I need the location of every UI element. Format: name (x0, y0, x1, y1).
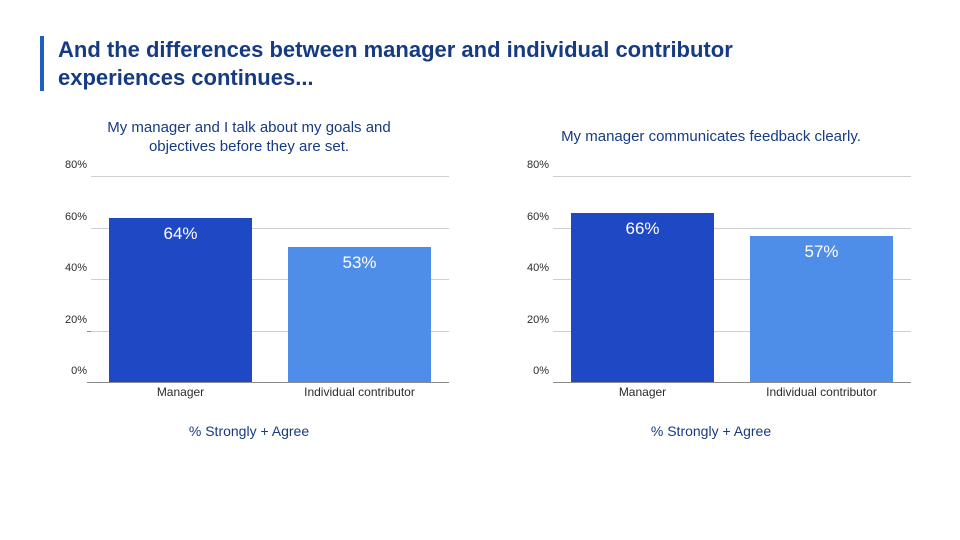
chart-panel-goals: My manager and I talk about my goals and… (40, 115, 458, 439)
x-axis-line (91, 382, 449, 383)
y-tick-label: 0% (71, 365, 87, 377)
bar-manager: 64% (109, 177, 252, 383)
x-label: Manager (109, 385, 252, 407)
y-tick-label: 40% (65, 262, 87, 274)
chart-subtitle: My manager and I talk about my goals and… (79, 115, 419, 159)
chart-plot-area: 0% 20% 40% 60% 80% 66% (511, 177, 911, 407)
bar-individual-contributor: 53% (288, 177, 431, 383)
bar-value-label: 64% (163, 224, 197, 244)
chart-footer-label: % Strongly + Agree (651, 423, 771, 439)
y-axis: 0% 20% 40% 60% 80% (49, 177, 91, 383)
title-accent-bar: And the differences between manager and … (40, 36, 800, 91)
y-tick-label: 20% (527, 314, 549, 326)
x-label: Individual contributor (750, 385, 893, 407)
x-axis-labels: Manager Individual contributor (553, 385, 911, 407)
bar-individual-contributor: 57% (750, 177, 893, 383)
bar-value-label: 66% (625, 219, 659, 239)
chart-plot-area: 0% 20% 40% 60% 80% 64% (49, 177, 449, 407)
chart-panel-feedback: My manager communicates feedback clearly… (502, 115, 920, 439)
bar-value-label: 53% (342, 253, 376, 273)
bars-container: 66% 57% (553, 177, 911, 383)
y-tick-label: 80% (65, 159, 87, 171)
x-axis-labels: Manager Individual contributor (91, 385, 449, 407)
bar-manager: 66% (571, 177, 714, 383)
y-tick-label: 20% (65, 314, 87, 326)
y-tick-label: 60% (65, 211, 87, 223)
slide-title: And the differences between manager and … (58, 36, 800, 91)
x-label: Individual contributor (288, 385, 431, 407)
bar-value-label: 57% (804, 242, 838, 262)
bar-rect: 66% (571, 213, 714, 383)
y-tick-label: 60% (527, 211, 549, 223)
x-label: Manager (571, 385, 714, 407)
y-tick-label: 80% (527, 159, 549, 171)
bar-rect: 53% (288, 247, 431, 383)
chart-footer-label: % Strongly + Agree (189, 423, 309, 439)
y-tick-label: 40% (527, 262, 549, 274)
y-axis: 0% 20% 40% 60% 80% (511, 177, 553, 383)
slide: And the differences between manager and … (0, 0, 960, 540)
y-tick-label: 0% (533, 365, 549, 377)
bar-rect: 64% (109, 218, 252, 383)
chart-subtitle: My manager communicates feedback clearly… (561, 115, 861, 159)
charts-row: My manager and I talk about my goals and… (40, 115, 920, 439)
x-axis-line (553, 382, 911, 383)
bars-container: 64% 53% (91, 177, 449, 383)
bar-rect: 57% (750, 236, 893, 383)
